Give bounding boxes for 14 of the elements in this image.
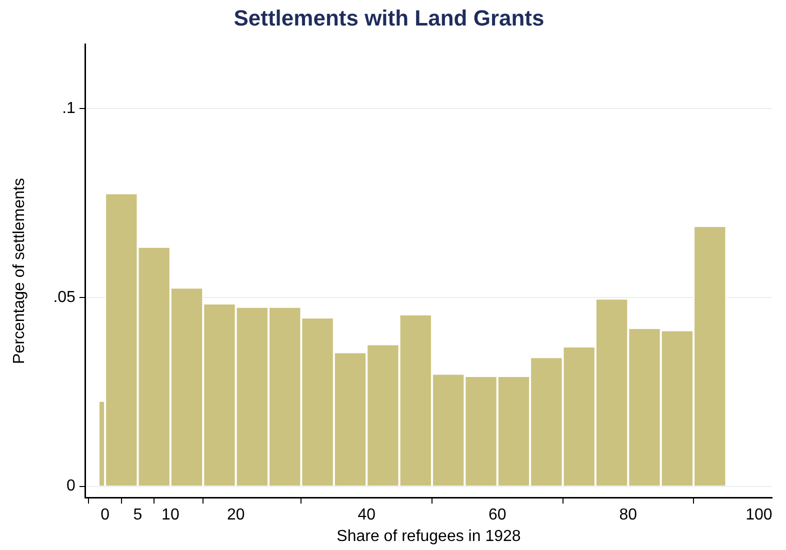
y-tick-label: .1	[62, 100, 76, 118]
x-tick-label: 100	[746, 506, 772, 524]
y-tick-label: 0	[66, 478, 76, 495]
x-tick-label: 40	[358, 506, 376, 524]
x-tick-label: 5	[133, 506, 142, 524]
x-tick-label: 20	[226, 506, 245, 524]
y-tick-label: .05	[53, 288, 76, 306]
chart-title: Settlements with Land Grants	[234, 5, 544, 30]
x-tick-label: 60	[488, 506, 506, 524]
x-tick-label: 0	[100, 506, 110, 524]
y-axis-title: Percentage of settlements	[11, 178, 28, 364]
x-axis-title: Share of refugees in 1928	[336, 528, 521, 545]
x-tick-label: 80	[619, 506, 638, 524]
x-tick-label: 10	[162, 506, 180, 524]
